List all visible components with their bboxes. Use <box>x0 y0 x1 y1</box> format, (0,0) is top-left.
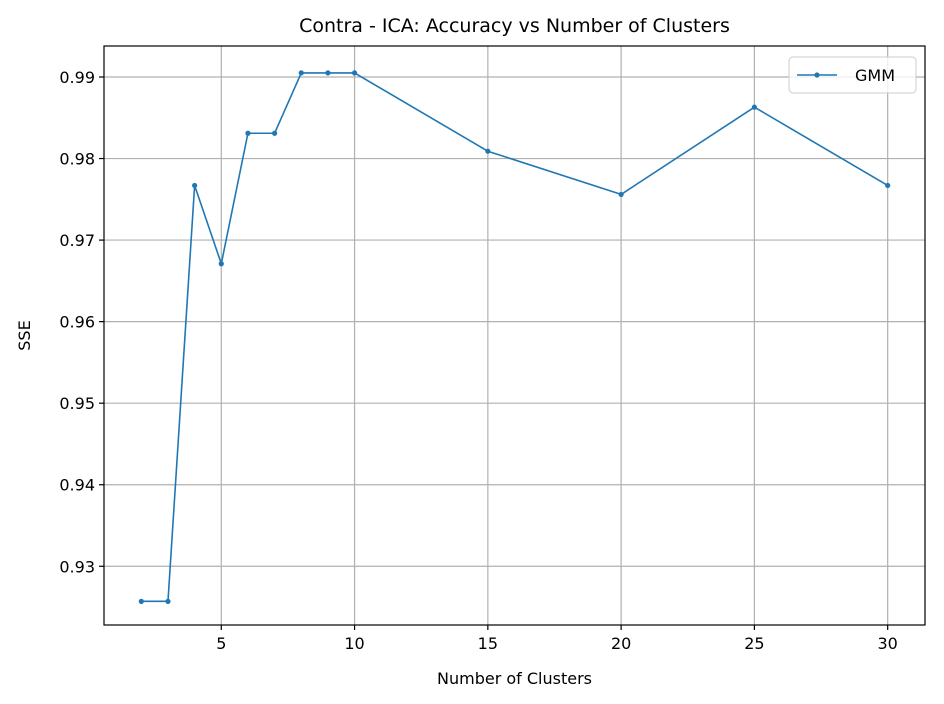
data-point <box>325 70 331 76</box>
y-tick-label: 0.95 <box>59 394 95 413</box>
y-tick-label: 0.98 <box>59 150 95 169</box>
legend: GMM <box>788 56 917 94</box>
data-point <box>298 70 304 76</box>
y-tick-label: 0.93 <box>59 557 95 576</box>
x-tick-label: 30 <box>878 634 898 653</box>
legend-marker <box>814 72 820 78</box>
data-point <box>271 130 278 136</box>
x-axis-title: Number of Clusters <box>437 669 592 688</box>
data-point <box>618 191 624 198</box>
data-point <box>218 261 224 267</box>
legend-label: GMM <box>855 66 895 85</box>
y-tick-label: 0.97 <box>59 231 95 250</box>
data-point <box>351 70 358 76</box>
x-tick-label: 10 <box>344 634 364 653</box>
legend-box <box>788 56 917 94</box>
plot-frame <box>103 45 926 626</box>
x-tick-label: 20 <box>611 634 631 653</box>
chart-title: Contra - ICA: Accuracy vs Number of Clus… <box>299 15 730 37</box>
y-tick-label: 0.99 <box>59 68 95 87</box>
data-point <box>751 104 758 110</box>
grid <box>104 46 925 625</box>
x-axis-ticks: 5 10 15 20 25 30 <box>216 625 898 653</box>
x-tick-label: 15 <box>478 634 498 653</box>
data-point <box>245 130 251 136</box>
data-point <box>192 182 198 189</box>
y-axis-title: SSE <box>15 320 34 350</box>
y-axis-ticks: 0.93 0.94 0.95 0.96 0.97 0.98 0.99 <box>59 68 104 576</box>
x-tick-label: 5 <box>216 634 226 653</box>
y-tick-label: 0.96 <box>59 313 95 332</box>
series-layer <box>138 70 891 604</box>
y-tick-label: 0.94 <box>59 476 95 495</box>
data-point <box>885 182 891 189</box>
data-point <box>165 598 171 604</box>
data-point <box>485 148 491 154</box>
data-point <box>138 598 144 604</box>
x-tick-label: 25 <box>744 634 764 653</box>
